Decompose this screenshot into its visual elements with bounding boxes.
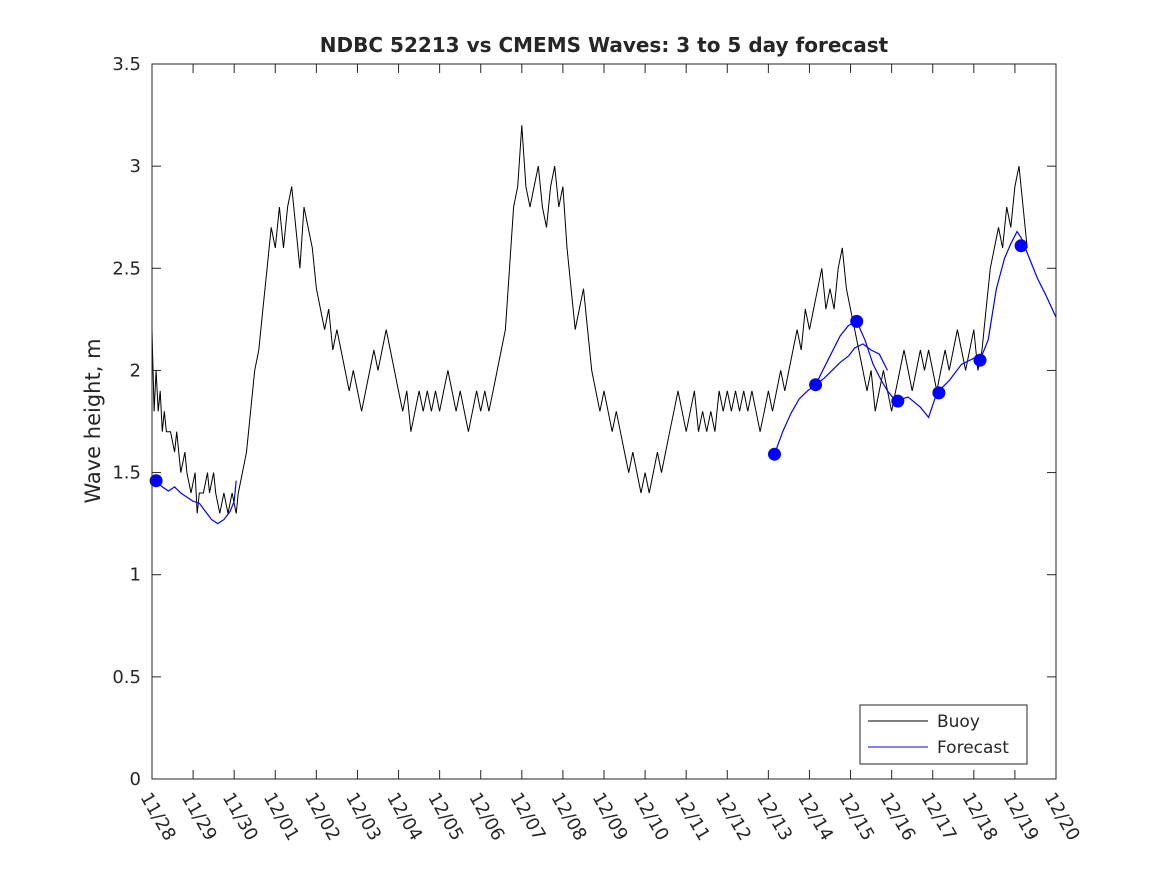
y-tick-label: 2.5 xyxy=(112,258,141,279)
forecast-marker xyxy=(768,447,781,461)
y-tick-label: 3.5 xyxy=(112,54,141,75)
legend: Buoy Forecast xyxy=(859,704,1028,765)
legend-box xyxy=(859,704,1028,765)
series-line-buoy xyxy=(151,125,1028,514)
legend-forecast-label: Forecast xyxy=(937,738,1009,758)
chart-title: NDBC 52213 vs CMEMS Waves: 3 to 5 day fo… xyxy=(320,33,889,57)
series-line-forecast xyxy=(773,343,889,455)
plot-area xyxy=(152,64,1056,779)
y-tick-label: 2 xyxy=(130,360,141,381)
y-tick-label: 0.5 xyxy=(112,667,141,688)
forecast-marker xyxy=(891,394,905,408)
forecast-marker xyxy=(1014,239,1028,253)
forecast-marker xyxy=(850,314,864,328)
series-line-forecast xyxy=(155,480,237,525)
series-line-forecast xyxy=(815,320,897,402)
y-tick-label: 0 xyxy=(130,769,141,790)
y-tick-label: 1 xyxy=(130,565,141,586)
series-line-forecast xyxy=(979,230,1057,361)
y-tick-label: 1.5 xyxy=(112,463,141,484)
forecast-marker xyxy=(149,474,163,488)
legend-buoy-label: Buoy xyxy=(937,712,980,732)
y-axis: 0 0.5 1 1.5 2 2.5 3 3.5 xyxy=(112,54,1056,790)
forecast-marker xyxy=(932,386,946,400)
forecast-marker xyxy=(809,378,823,392)
forecast-marker xyxy=(973,353,987,367)
plot-series xyxy=(149,125,1057,525)
y-axis-label: Wave height, m xyxy=(81,338,105,503)
y-tick-label: 3 xyxy=(130,156,141,177)
